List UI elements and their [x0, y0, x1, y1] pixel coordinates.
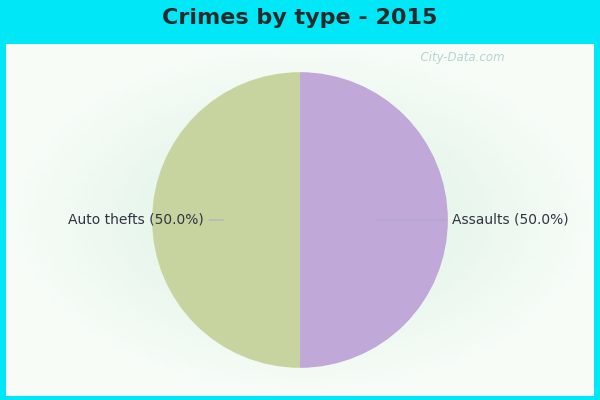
Text: Assaults (50.0%): Assaults (50.0%)	[376, 213, 569, 227]
Wedge shape	[152, 72, 300, 368]
Text: Auto thefts (50.0%): Auto thefts (50.0%)	[68, 213, 224, 227]
Text: Crimes by type - 2015: Crimes by type - 2015	[163, 8, 437, 28]
Text: City-Data.com: City-Data.com	[413, 51, 504, 64]
Wedge shape	[300, 72, 448, 368]
